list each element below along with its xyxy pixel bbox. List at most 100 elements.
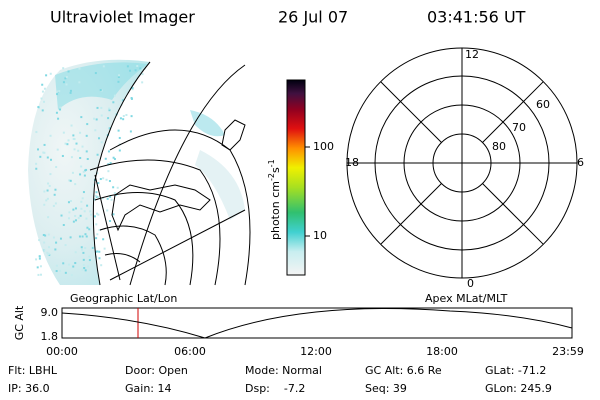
image-pixel bbox=[43, 87, 46, 90]
image-pixel bbox=[95, 196, 98, 199]
image-pixel bbox=[35, 167, 38, 170]
colorbar-tick-label: 10 bbox=[313, 229, 327, 242]
image-pixel bbox=[43, 190, 46, 193]
status-field: GC Alt: 6.6 Re bbox=[365, 364, 442, 377]
image-pixel bbox=[93, 215, 96, 218]
image-pixel bbox=[95, 223, 98, 226]
image-pixel bbox=[35, 258, 38, 261]
image-pixel bbox=[90, 213, 93, 216]
image-pixel bbox=[81, 235, 84, 238]
status-field: Dsp: -7.2 bbox=[245, 382, 305, 395]
image-pixel bbox=[69, 236, 72, 239]
image-pixel bbox=[106, 197, 109, 200]
image-pixel bbox=[122, 118, 125, 121]
image-pixel bbox=[97, 182, 100, 185]
image-pixel bbox=[62, 81, 65, 84]
image-pixel bbox=[91, 246, 94, 249]
colorbar-label: photon cm-2s-1 bbox=[267, 159, 283, 240]
image-pixel bbox=[62, 262, 65, 265]
image-pixel bbox=[86, 123, 89, 126]
image-pixel bbox=[47, 233, 50, 236]
image-pixel bbox=[81, 197, 84, 200]
timeline-title: Geographic Lat/Lon bbox=[70, 292, 177, 305]
image-pixel bbox=[49, 173, 52, 176]
image-pixel bbox=[35, 131, 38, 134]
image-pixel bbox=[43, 151, 46, 154]
hour-label: 0 bbox=[467, 277, 474, 290]
image-pixel bbox=[79, 156, 82, 159]
image-pixel bbox=[74, 219, 77, 222]
image-pixel bbox=[117, 80, 120, 83]
image-pixel bbox=[96, 106, 99, 109]
timeline-title: Apex MLat/MLT bbox=[425, 292, 508, 305]
image-pixel bbox=[98, 257, 101, 260]
image-pixel bbox=[94, 194, 97, 197]
image-pixel bbox=[81, 248, 84, 251]
image-pixel bbox=[112, 156, 115, 159]
image-pixel bbox=[108, 180, 111, 183]
image-pixel bbox=[62, 131, 65, 134]
image-pixel bbox=[69, 179, 72, 182]
image-pixel bbox=[44, 234, 47, 237]
image-pixel bbox=[71, 171, 74, 174]
image-pixel bbox=[113, 158, 116, 161]
image-pixel bbox=[96, 233, 99, 236]
image-pixel bbox=[67, 201, 70, 204]
image-pixel bbox=[72, 137, 75, 140]
image-pixel bbox=[100, 106, 103, 109]
image-pixel bbox=[45, 199, 48, 202]
image-pixel bbox=[80, 200, 83, 203]
image-pixel bbox=[82, 251, 85, 254]
image-pixel bbox=[62, 224, 65, 227]
image-pixel bbox=[78, 67, 81, 70]
image-pixel bbox=[112, 186, 115, 189]
image-pixel bbox=[98, 228, 101, 231]
image-pixel bbox=[43, 249, 46, 252]
image-pixel bbox=[39, 155, 42, 158]
image-pixel bbox=[96, 250, 99, 253]
image-pixel bbox=[77, 149, 80, 152]
image-pixel bbox=[84, 247, 87, 250]
image-pixel bbox=[59, 108, 62, 111]
image-pixel bbox=[102, 238, 105, 241]
image-pixel bbox=[72, 134, 75, 137]
image-pixel bbox=[106, 209, 109, 212]
image-pixel bbox=[54, 202, 57, 205]
image-pixel bbox=[109, 162, 112, 165]
image-pixel bbox=[61, 154, 64, 157]
image-pixel bbox=[36, 148, 39, 151]
image-pixel bbox=[112, 101, 115, 104]
image-pixel bbox=[129, 130, 132, 133]
image-pixel bbox=[83, 267, 86, 270]
image-pixel bbox=[47, 252, 50, 255]
image-pixel bbox=[126, 65, 129, 68]
image-pixel bbox=[80, 207, 83, 210]
image-pixel bbox=[93, 198, 96, 201]
image-pixel bbox=[88, 259, 91, 262]
image-pixel bbox=[85, 150, 88, 153]
image-pixel bbox=[55, 241, 58, 244]
image-pixel bbox=[59, 237, 62, 240]
image-pixel bbox=[68, 211, 71, 214]
timeline-y-label: GC Alt bbox=[13, 305, 26, 340]
image-pixel bbox=[84, 269, 87, 272]
image-pixel bbox=[97, 196, 100, 199]
image-pixel bbox=[82, 263, 85, 266]
timeline-x-tick: 06:00 bbox=[174, 345, 206, 358]
image-pixel bbox=[112, 213, 115, 216]
timeline-frame bbox=[61, 307, 573, 339]
image-pixel bbox=[69, 91, 72, 94]
image-pixel bbox=[82, 191, 85, 194]
image-pixel bbox=[46, 189, 49, 192]
image-pixel bbox=[130, 97, 133, 100]
image-pixel bbox=[46, 156, 49, 159]
image-pixel bbox=[141, 81, 144, 84]
image-pixel bbox=[68, 179, 71, 182]
image-pixel bbox=[55, 165, 58, 168]
image-pixel bbox=[67, 70, 70, 73]
image-pixel bbox=[125, 113, 128, 116]
timeline-x-tick: 00:00 bbox=[46, 345, 78, 358]
image-pixel bbox=[45, 74, 48, 77]
image-pixel bbox=[58, 90, 61, 93]
image-pixel bbox=[99, 89, 102, 92]
